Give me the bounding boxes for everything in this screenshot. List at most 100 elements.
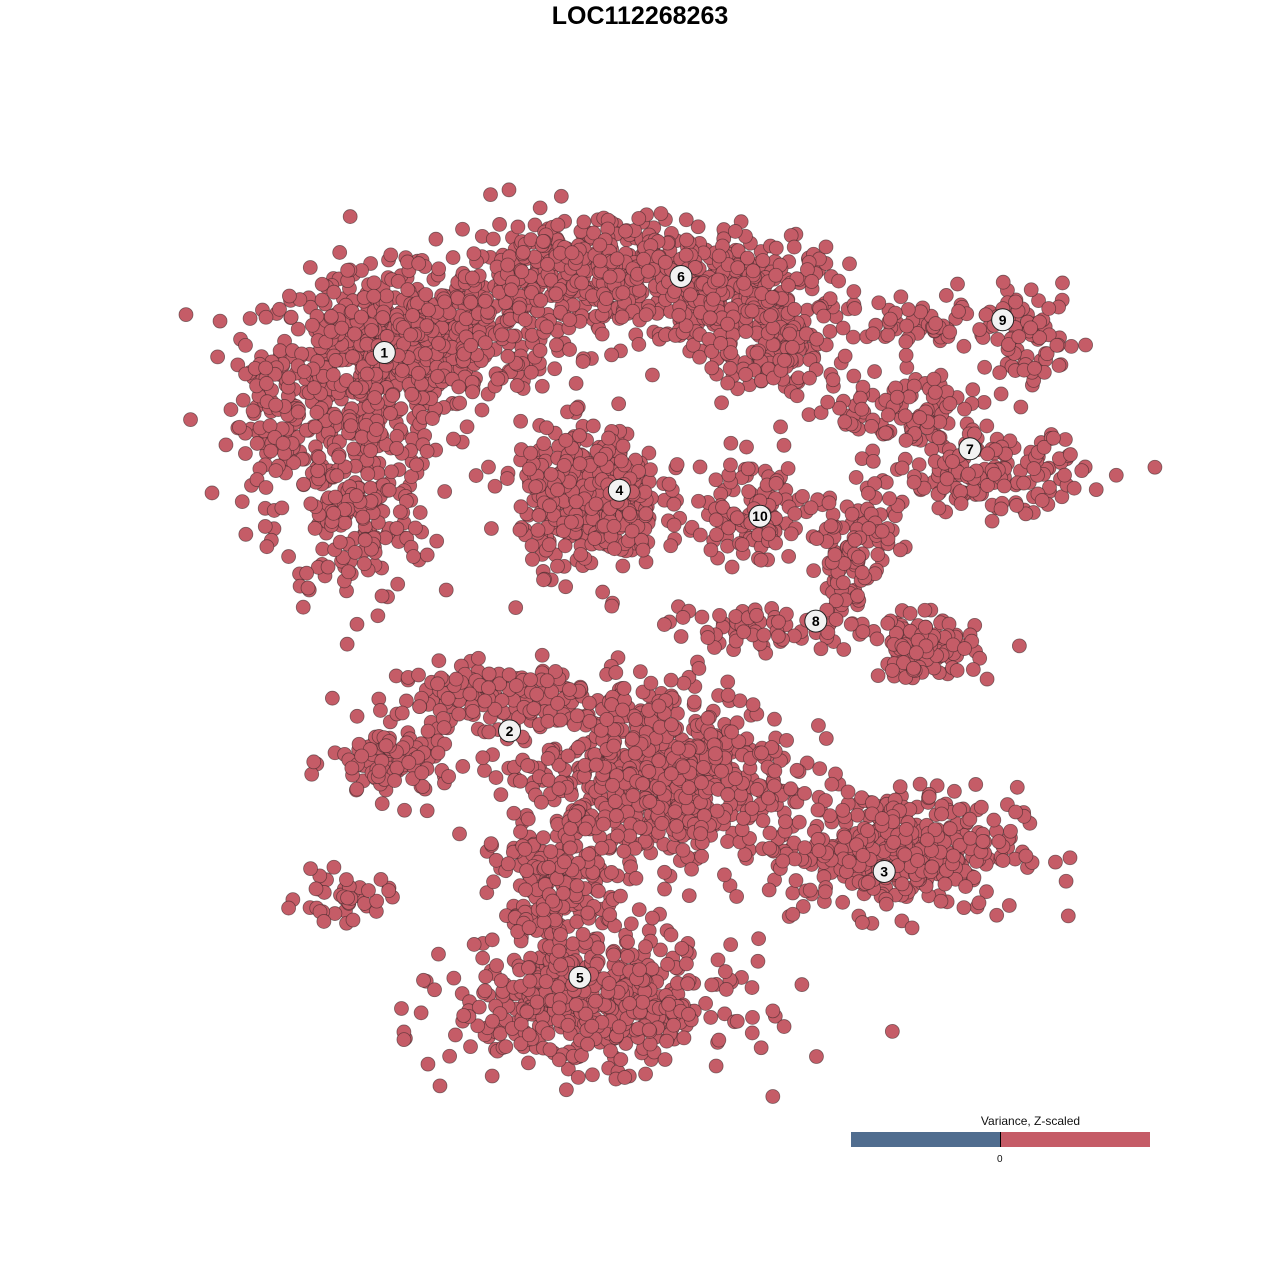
cell-point-cluster-1 [367,390,383,406]
cell-point-cluster-5 [623,916,639,932]
cell-point-cluster-3 [952,802,968,818]
cell-point-cluster-6 [609,251,625,267]
cell-point-cluster-3 [700,710,716,726]
cell-point-cluster-5 [581,846,596,862]
cell-point-cluster-3 [493,787,509,803]
cell-point-cluster-5 [519,863,535,879]
cell-point-cluster-4 [568,494,584,510]
cell-point-cluster-6 [720,375,736,391]
cell-point-cluster-3 [962,830,978,846]
cell-point-cluster-7 [897,408,913,424]
cell-point-cluster-4 [530,522,546,538]
cell-point-cluster-1 [463,337,479,353]
cell-point-cluster-5 [570,1070,586,1085]
cell-point-cluster-3 [991,834,1007,850]
cell-point-cluster-1 [389,440,405,456]
cell-point-cluster-8 [894,460,910,476]
cell-point-cluster-5 [884,1024,900,1039]
cell-point-cluster-1 [430,369,445,384]
cell-point-cluster-5 [567,808,583,824]
cell-point-cluster-3 [761,882,777,898]
cell-point-cluster-3 [1018,848,1034,864]
cell-point-cluster-4 [499,471,515,486]
cell-point-cluster-3 [971,895,987,911]
cell-point-cluster-3 [860,823,875,838]
cell-point-cluster-1 [487,478,503,494]
cell-point-cluster-6 [842,256,857,272]
cell-point-cluster-7 [945,454,960,469]
cell-point-cluster-5 [657,1052,673,1067]
cell-point-cluster-4 [615,558,631,574]
cell-point-cluster-6 [711,248,727,264]
cell-point-cluster-5 [745,1010,760,1025]
cell-point-cluster-4 [624,523,640,539]
cell-point-cluster-1 [249,436,265,451]
cell-point-cluster-2 [414,765,430,781]
cell-point-cluster-5 [809,1049,824,1064]
cell-point-cluster-8 [902,606,918,621]
cell-point-cluster-5 [551,1000,567,1016]
cell-point-cluster-5 [543,844,559,859]
cell-point-cluster-1 [290,321,306,337]
cell-point-cluster-1 [297,364,312,379]
cell-point-cluster-1 [302,260,318,275]
cell-point-cluster-3 [729,889,745,904]
cell-point-cluster-1 [238,446,253,461]
cell-point-cluster-5 [466,937,482,952]
cell-point-cluster-7 [976,394,992,410]
cell-point-cluster-4 [536,436,552,451]
cell-point-cluster-3 [797,840,813,856]
cell-point-cluster-2 [419,803,435,819]
cell-point-cluster-1 [383,247,399,263]
cell-point-cluster-5 [568,997,584,1013]
cell-point-cluster-7 [878,425,894,441]
cell-point-cluster-5 [535,830,551,846]
cell-point-cluster-6 [780,278,796,293]
cell-point-cluster-8 [874,523,890,539]
cell-point-cluster-6 [822,324,838,339]
cell-point-cluster-1 [534,378,550,394]
cell-point-cluster-3 [817,884,833,900]
cell-point-cluster-3 [625,788,641,803]
cell-point-cluster-8 [906,660,922,676]
cell-point-cluster-1 [320,559,336,575]
cell-point-cluster-1 [421,302,436,318]
cell-point-cluster-2 [349,708,365,724]
cell-point-cluster-5 [517,841,533,857]
cell-point-cluster-4 [569,400,585,416]
cell-point-cluster-7 [880,407,896,423]
cell-point-cluster-3 [835,894,851,910]
cell-point-cluster-5 [638,1066,653,1082]
cell-point-cluster-3 [551,781,567,797]
cell-point-cluster-1 [381,482,397,498]
cell-point-cluster-3 [676,675,692,691]
cell-point-cluster-3 [777,814,793,830]
cell-point-cluster-3 [670,740,686,756]
cell-point-cluster-7 [864,418,879,434]
cell-point-cluster-7 [837,414,853,430]
cell-point-cluster-2 [448,671,464,687]
cell-point-cluster-3 [411,667,426,683]
cell-point-cluster-8 [892,542,908,558]
cell-point-cluster-6 [657,254,673,270]
cell-point-cluster-3 [508,678,524,693]
cell-point-cluster-5 [396,1032,412,1048]
cell-point-cluster-6 [846,284,862,299]
cell-point-cluster-1 [509,378,525,393]
cell-point-cluster-8 [870,668,886,684]
cell-point-cluster-1 [323,309,339,324]
cell-point-cluster-6 [640,263,656,279]
cell-point-cluster-5 [484,932,500,948]
cell-point-cluster-3 [937,876,953,892]
cell-point-cluster-2 [373,703,388,718]
cell-point-cluster-4 [661,476,677,492]
cell-point-cluster-6 [466,246,482,262]
cell-point-cluster-6 [631,210,647,226]
cell-point-cluster-5 [562,840,578,856]
cell-point-cluster-3 [477,693,493,709]
cell-point-cluster-2 [340,890,355,906]
cell-point-cluster-5 [394,1001,409,1016]
cell-point-cluster-7 [986,466,1002,482]
cell-point-cluster-1 [500,349,516,364]
cell-point-cluster-4 [587,531,603,546]
